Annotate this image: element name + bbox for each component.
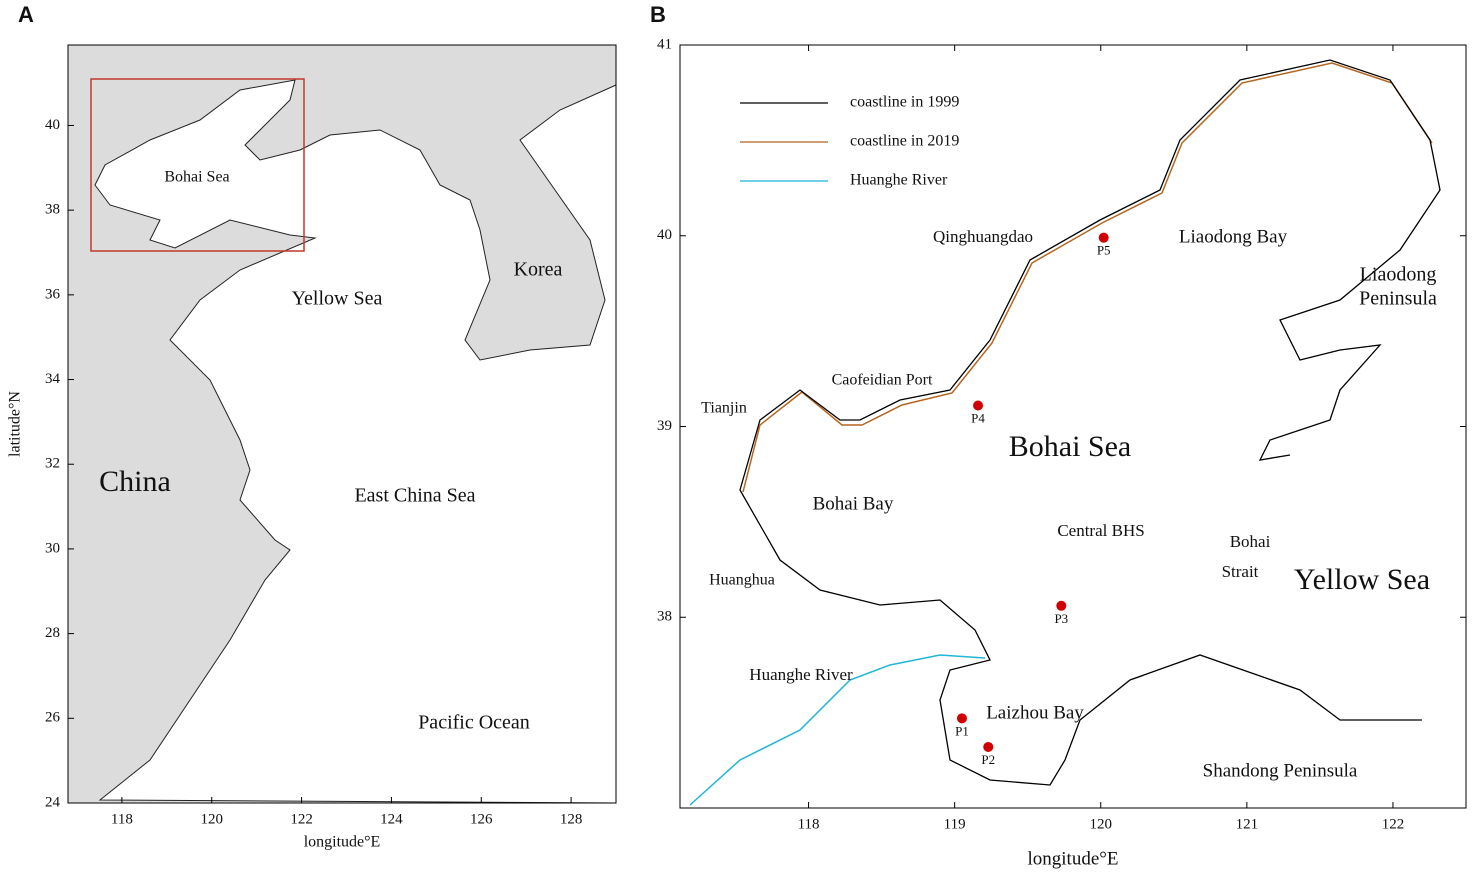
x-tick-label: 121 <box>1236 816 1259 832</box>
place-label: Caofeidian Port <box>832 372 933 389</box>
legend-label: Huanghe River <box>850 172 948 189</box>
y-tick-label: 40 <box>657 227 672 243</box>
place-label: Liaodong <box>1360 264 1437 286</box>
y-tick-label: 41 <box>657 36 672 52</box>
station-label: P2 <box>981 752 995 767</box>
place-label: Liaodong Bay <box>1179 226 1288 247</box>
place-label: Huanghua <box>709 572 775 589</box>
place-label: Bohai Sea <box>1009 430 1131 463</box>
x-tick-label: 122 <box>290 811 313 827</box>
x-tick-label: 118 <box>111 811 133 827</box>
x-tick-label: 119 <box>944 816 966 832</box>
station-label: P1 <box>955 723 969 738</box>
y-tick-label: 30 <box>45 540 60 556</box>
legend-label: coastline in 1999 <box>850 94 959 111</box>
y-tick-label: 38 <box>657 609 672 625</box>
place-label: China <box>99 465 171 498</box>
station-point <box>1056 600 1067 611</box>
place-label: Central BHS <box>1057 521 1144 540</box>
station-point <box>983 741 994 752</box>
panel-label: A <box>18 2 34 27</box>
station-point <box>973 400 984 411</box>
sea <box>94 79 617 804</box>
place-label: Tianjin <box>701 400 747 417</box>
place-label: Shandong Peninsula <box>1203 760 1358 781</box>
y-axis-label: latitude°N <box>7 391 24 457</box>
place-label: Laizhou Bay <box>986 702 1084 723</box>
inset-box <box>90 78 305 252</box>
place-label: Bohai Sea <box>164 169 229 186</box>
place-label: Yellow Sea <box>1294 563 1430 596</box>
x-axis-label: longitude°E <box>1028 848 1119 869</box>
huanghe-river <box>689 654 986 806</box>
place-label: Huanghe River <box>749 665 853 684</box>
station-point <box>956 713 967 724</box>
place-label: Pacific Ocean <box>418 712 530 734</box>
place-label: Qinghuangdao <box>933 227 1033 246</box>
panel-label: B <box>650 2 666 27</box>
coastline-1999 <box>739 59 1441 786</box>
x-tick-label: 118 <box>798 816 820 832</box>
x-tick-label: 128 <box>560 811 583 827</box>
place-label: Bohai Bay <box>813 493 894 514</box>
y-tick-label: 34 <box>45 371 61 387</box>
legend-label: coastline in 2019 <box>850 133 959 150</box>
place-label: Korea <box>514 259 563 281</box>
place-label: East China Sea <box>354 485 475 507</box>
y-tick-label: 28 <box>45 625 60 641</box>
y-tick-label: 24 <box>45 794 61 810</box>
place-label: Strait <box>1222 562 1259 581</box>
frame <box>67 44 617 804</box>
station-label: P4 <box>971 411 985 426</box>
y-tick-label: 32 <box>45 456 60 472</box>
x-axis-label: longitude°E <box>304 834 381 851</box>
y-tick-label: 40 <box>45 117 60 133</box>
x-tick-label: 120 <box>1090 816 1113 832</box>
x-tick-label: 120 <box>200 811 223 827</box>
y-tick-label: 39 <box>657 418 672 434</box>
place-label: Bohai <box>1230 532 1271 551</box>
x-tick-label: 124 <box>380 811 403 827</box>
y-tick-label: 36 <box>45 286 61 302</box>
y-tick-label: 26 <box>45 710 61 726</box>
y-tick-label: 38 <box>45 202 60 218</box>
place-label: Yellow Sea <box>292 288 383 310</box>
place-label: Peninsula <box>1359 288 1437 310</box>
frame <box>679 44 1467 809</box>
station-label: P5 <box>1097 243 1111 258</box>
station-label: P3 <box>1054 611 1068 626</box>
x-tick-label: 126 <box>470 811 493 827</box>
x-tick-label: 122 <box>1382 816 1405 832</box>
coastline-2019 <box>742 62 1433 493</box>
station-point <box>1098 232 1109 243</box>
